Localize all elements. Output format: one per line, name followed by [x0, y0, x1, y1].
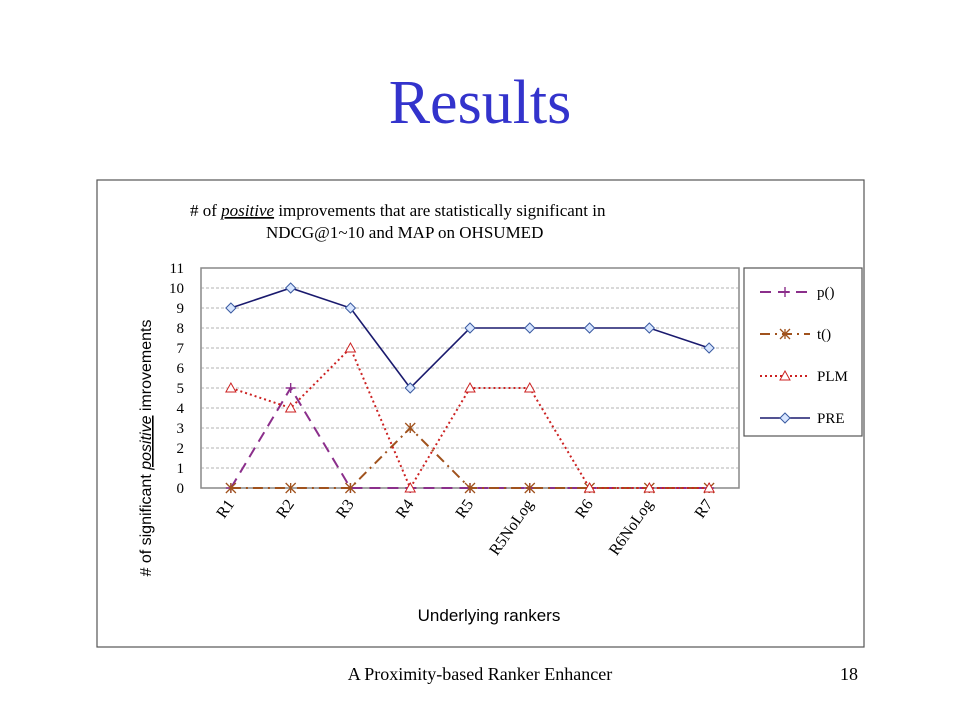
chart-title-line1: # of positive improvements that are stat…: [190, 201, 606, 220]
page-number: 18: [840, 664, 858, 684]
y-tick-label: 11: [170, 261, 184, 277]
y-tick-label: 1: [177, 461, 185, 477]
data-point: [524, 322, 536, 334]
data-point: [779, 328, 791, 340]
y-tick-label: 5: [177, 381, 185, 397]
legend: [743, 267, 863, 437]
y-tick-labels: 0 1 2 3 4 5 6 7 8 9 10 11: [169, 261, 185, 497]
data-point: [779, 369, 791, 381]
legend-label: t(): [817, 327, 831, 343]
data-point: [404, 382, 416, 394]
y-tick-label: 6: [177, 361, 185, 377]
data-point: [285, 482, 297, 494]
data-point: [643, 481, 656, 493]
data-point: [703, 481, 715, 493]
data-point: [225, 302, 237, 314]
data-point: [464, 322, 476, 334]
plot-area: [200, 267, 740, 489]
y-tick-label: 8: [177, 321, 185, 337]
slide-footer: A Proximity-based Ranker Enhancer: [347, 664, 613, 684]
data-point: [344, 482, 356, 494]
data-point: [404, 481, 417, 493]
y-tick-label: 10: [169, 281, 184, 297]
data-point: [583, 481, 596, 493]
data-point: [404, 422, 416, 434]
legend-label: PRE: [817, 411, 845, 427]
legend-entries: p() t() PLM PRE: [760, 285, 848, 427]
data-point: [464, 482, 476, 494]
data-point: [464, 381, 476, 393]
data-point: [284, 282, 297, 294]
data-point: [344, 302, 357, 314]
data-point: [284, 401, 297, 413]
y-tick-label: 7: [177, 341, 185, 357]
data-point: [225, 381, 237, 393]
y-tick-label: 4: [177, 401, 185, 417]
legend-label: PLM: [817, 369, 848, 385]
data-point: [344, 341, 357, 353]
data-point: [523, 381, 536, 393]
y-tick-label: 0: [177, 481, 185, 497]
data-point: [583, 322, 596, 334]
y-tick-label: 2: [177, 441, 185, 457]
data-point: [225, 482, 237, 494]
data-point: [643, 322, 656, 334]
data-point: [780, 287, 790, 297]
chart-title-line2: NDCG@1~10 and MAP on OHSUMED: [266, 223, 543, 242]
data-point: [779, 412, 791, 424]
y-tick-label: 9: [177, 301, 185, 317]
series-group: [225, 282, 715, 494]
slide-title: Results: [388, 69, 572, 137]
legend-label: p(): [817, 285, 835, 301]
data-point: [524, 482, 536, 494]
x-axis-label: Underlying rankers: [418, 606, 561, 625]
data-point: [703, 342, 715, 354]
y-axis-label: # of significant positive imrovements: [138, 319, 155, 576]
data-point: [285, 383, 296, 393]
y-tick-label: 3: [177, 421, 185, 437]
